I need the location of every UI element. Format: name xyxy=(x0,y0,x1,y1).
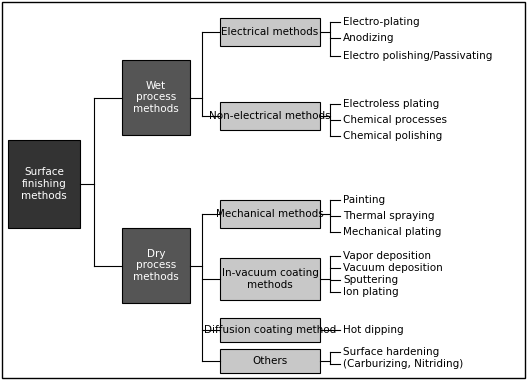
Text: In-vacuum coating
methods: In-vacuum coating methods xyxy=(221,268,318,290)
Text: Anodizing: Anodizing xyxy=(343,33,395,43)
Text: Mechanical methods: Mechanical methods xyxy=(216,209,324,219)
Text: Painting: Painting xyxy=(343,195,385,205)
Bar xyxy=(220,18,320,46)
Bar xyxy=(8,140,80,228)
Text: Surface
finishing
methods: Surface finishing methods xyxy=(21,168,67,201)
Bar xyxy=(220,200,320,228)
Text: Mechanical plating: Mechanical plating xyxy=(343,227,442,237)
Text: Diffusion coating method: Diffusion coating method xyxy=(204,325,336,335)
Text: Chemical polishing: Chemical polishing xyxy=(343,131,442,141)
Text: Electrical methods: Electrical methods xyxy=(221,27,319,37)
Text: Electroless plating: Electroless plating xyxy=(343,99,439,109)
Bar xyxy=(220,258,320,300)
Text: Chemical processes: Chemical processes xyxy=(343,115,447,125)
Bar xyxy=(220,318,320,342)
Text: Surface hardening: Surface hardening xyxy=(343,347,439,357)
Text: Others: Others xyxy=(252,356,288,366)
Text: Vapor deposition: Vapor deposition xyxy=(343,251,431,261)
Bar xyxy=(122,60,190,135)
Text: Thermal spraying: Thermal spraying xyxy=(343,211,434,221)
Text: Wet
process
methods: Wet process methods xyxy=(133,81,179,114)
Text: Vacuum deposition: Vacuum deposition xyxy=(343,263,443,273)
Text: Dry
process
methods: Dry process methods xyxy=(133,249,179,282)
Text: Electro polishing/Passivating: Electro polishing/Passivating xyxy=(343,51,492,61)
Bar xyxy=(122,228,190,303)
Bar xyxy=(220,102,320,130)
Text: Electro-plating: Electro-plating xyxy=(343,17,419,27)
Text: Hot dipping: Hot dipping xyxy=(343,325,404,335)
Bar xyxy=(220,349,320,373)
Text: Sputtering: Sputtering xyxy=(343,275,398,285)
Text: Non-electrical methods: Non-electrical methods xyxy=(209,111,331,121)
Text: (Carburizing, Nitriding): (Carburizing, Nitriding) xyxy=(343,359,463,369)
Text: Ion plating: Ion plating xyxy=(343,287,398,297)
